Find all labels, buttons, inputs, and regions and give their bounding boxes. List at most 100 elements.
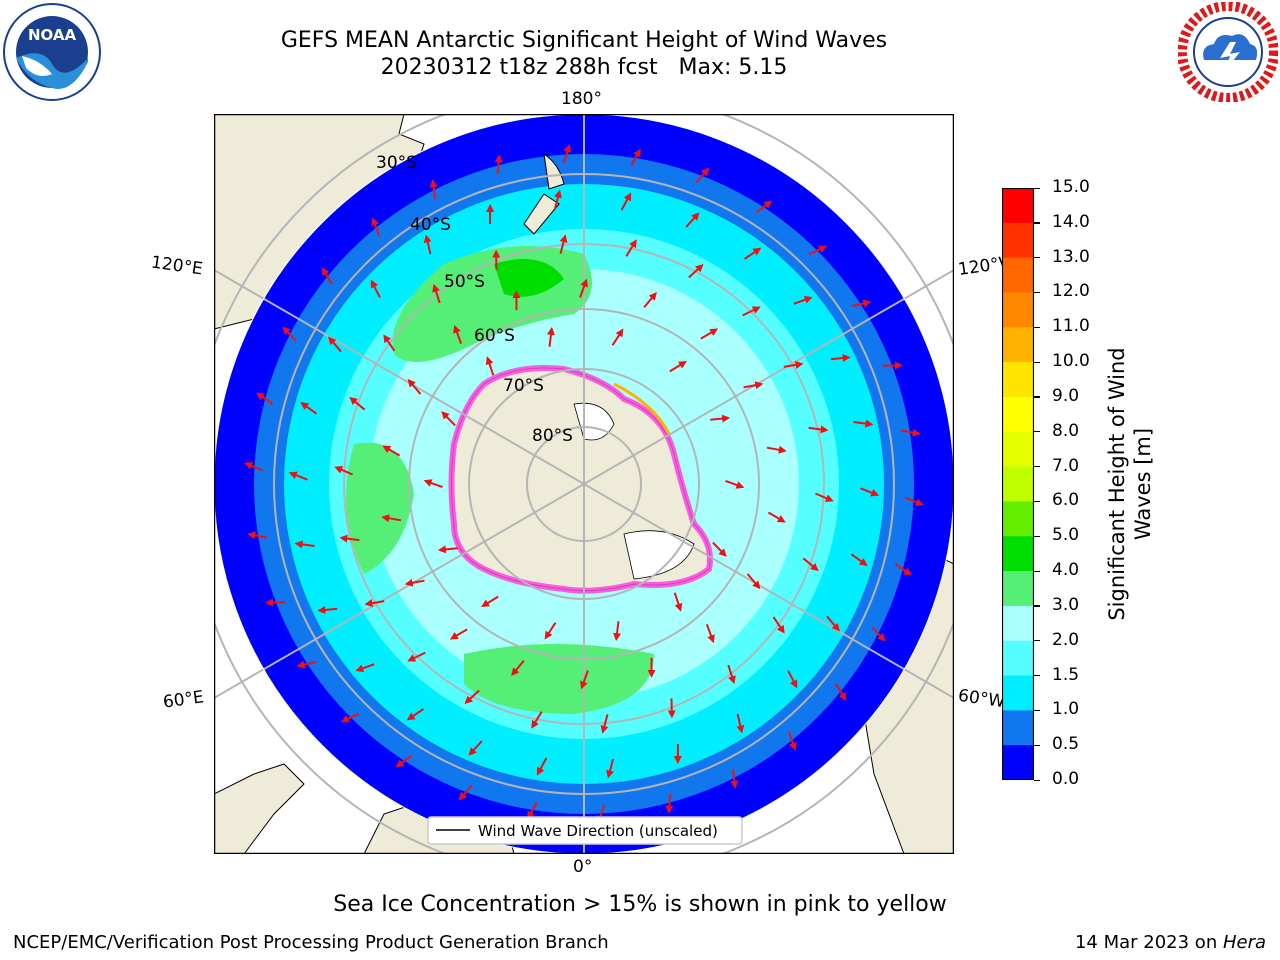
colorbar-tick-mark xyxy=(1034,744,1040,746)
wave-direction-arrow xyxy=(744,247,762,260)
colorbar-tick-mark xyxy=(1034,535,1040,537)
wave-direction-arrow xyxy=(894,563,912,576)
colorbar-tick-mark xyxy=(1034,222,1040,224)
footer-host: Hera xyxy=(1222,932,1266,953)
colorbar-tick-mark xyxy=(1034,361,1040,363)
wave-direction-arrow xyxy=(904,496,924,506)
wave-direction-arrow xyxy=(730,768,739,789)
colorbar-tick-mark xyxy=(1034,291,1040,294)
wave-direction-arrow xyxy=(871,626,886,642)
wave-direction-arrow xyxy=(808,245,828,256)
wave-direction-arrow xyxy=(815,492,834,502)
wave-direction-arrow xyxy=(334,466,353,476)
wave-direction-arrow xyxy=(620,192,632,211)
sea-ice-edge xyxy=(448,365,713,594)
wave-direction-arrow xyxy=(404,578,425,587)
colorbar-tick-label: 14.0 xyxy=(1052,211,1090,232)
colorbar-tick-label: 9.0 xyxy=(1052,385,1080,406)
wave-direction-arrow xyxy=(559,234,568,254)
wave-direction-arrow xyxy=(364,599,385,608)
wave-direction-arrow xyxy=(485,356,495,376)
wave-direction-arrow xyxy=(458,784,473,801)
legend-label: Wind Wave Direction (unscaled) xyxy=(478,822,718,840)
wave-direction-arrow xyxy=(282,326,297,342)
colorbar-tick-mark xyxy=(1034,709,1040,712)
sea-ice-caption: Sea Ice Concentration > 15% is shown in … xyxy=(333,892,947,917)
map-panel: 30°S 40°S 50°S 60°S 70°S 80°S Wind Wave … xyxy=(188,88,980,880)
colorbar-tick-mark xyxy=(1034,675,1040,677)
wave-direction-arrow xyxy=(370,279,381,298)
wave-direction-arrow xyxy=(317,605,338,614)
wave-direction-arrow xyxy=(606,758,615,779)
colorbar-bin-0.0-0.5 xyxy=(1002,745,1034,781)
colorbar-bin-14.0-15.0 xyxy=(1002,188,1034,224)
colorbar-swatches xyxy=(1001,187,1035,781)
lat-label-30s: 30°S xyxy=(376,153,417,173)
wave-direction-arrow xyxy=(256,392,274,405)
colorbar-tick-mark xyxy=(1034,640,1040,642)
wave-direction-arrow xyxy=(494,154,503,175)
wave-direction-arrow xyxy=(669,360,687,373)
wave-direction-arrow xyxy=(339,534,360,543)
wave-direction-arrow xyxy=(468,740,483,756)
wave-direction-arrow xyxy=(727,664,736,685)
colorbar-tick-label: 7.0 xyxy=(1052,455,1080,476)
wave-direction-arrow xyxy=(406,708,424,721)
wave-direction-arrow xyxy=(449,628,468,640)
wave-direction-arrow xyxy=(562,143,572,164)
colorbar-tick-label: 2.0 xyxy=(1052,629,1080,650)
colorbar-bin-2.0-3.0 xyxy=(1002,605,1034,642)
meridian-label-60w: 60°W xyxy=(956,685,1007,713)
wave-direction-arrow xyxy=(382,445,401,457)
colorbar-title-line1: Significant Height of Wind xyxy=(1105,347,1129,621)
wave-direction-arrow xyxy=(767,511,786,523)
wave-direction-arrow xyxy=(793,295,813,305)
colorbar-bin-9.0-10.0 xyxy=(1002,362,1034,398)
meridian-label-0: 0° xyxy=(573,857,593,877)
wave-direction-arrow xyxy=(802,557,819,572)
colorbar-tick-label: 4.0 xyxy=(1052,560,1080,581)
wave-direction-arrow xyxy=(429,179,438,200)
wave-direction-arrow xyxy=(725,479,745,489)
map-legend: Wind Wave Direction (unscaled) xyxy=(427,816,743,845)
wave-direction-arrow xyxy=(383,334,396,352)
wave-direction-arrow xyxy=(600,714,609,734)
wave-direction-arrow xyxy=(441,411,456,427)
wave-direction-arrow xyxy=(742,306,761,317)
wave-direction-arrow xyxy=(288,471,308,481)
noaa-logo-text: NOAA xyxy=(28,26,77,44)
wave-direction-arrow xyxy=(481,595,499,608)
wave-direction-arrow xyxy=(580,670,589,690)
africa-landmass xyxy=(214,763,305,854)
colorbar-tick-mark xyxy=(1034,396,1040,398)
wave-direction-arrow xyxy=(705,624,715,644)
wave-direction-arrow xyxy=(381,514,402,523)
wave-direction-arrow xyxy=(850,553,868,566)
wave-direction-arrow xyxy=(766,445,787,454)
wave-direction-arrow xyxy=(783,360,804,369)
colorbar-tick-label: 0.0 xyxy=(1052,769,1080,789)
wave-direction-arrow xyxy=(787,670,798,689)
colorbar-tick-mark xyxy=(1034,500,1040,503)
lat-label-80s: 80°S xyxy=(532,426,573,446)
colorbar-tick-mark xyxy=(1034,326,1040,328)
map-frame xyxy=(213,113,955,855)
wave-direction-arrow xyxy=(453,324,463,344)
wave-direction-arrow xyxy=(511,659,525,677)
nws-logo xyxy=(1177,1,1279,103)
latitude-labels: 30°S 40°S 50°S 60°S 70°S 80°S xyxy=(376,153,573,446)
colorbar-bin-5.0-6.0 xyxy=(1002,501,1034,537)
colorbar-tick-label: 11.0 xyxy=(1052,316,1090,337)
chart-title: GEFS MEAN Antarctic Significant Height o… xyxy=(280,28,888,53)
colorbar-bin-1.0-1.5 xyxy=(1002,675,1034,711)
wave-direction-arrow xyxy=(835,683,847,701)
footer-producer: NCEP/EMC/Verification Post Processing Pr… xyxy=(13,932,609,953)
sea-ice-yellow xyxy=(613,382,671,435)
wave-direction-arrow xyxy=(685,212,700,228)
wave-direction-arrow xyxy=(371,217,381,237)
wave-direction-arrow xyxy=(630,148,641,167)
footer-date-text: 14 Mar 2023 on xyxy=(1074,932,1223,953)
wave-direction-arrow xyxy=(787,731,797,751)
wave-direction-arrow xyxy=(300,402,318,415)
colorbar-title-line2: Waves [m] xyxy=(1131,427,1155,541)
